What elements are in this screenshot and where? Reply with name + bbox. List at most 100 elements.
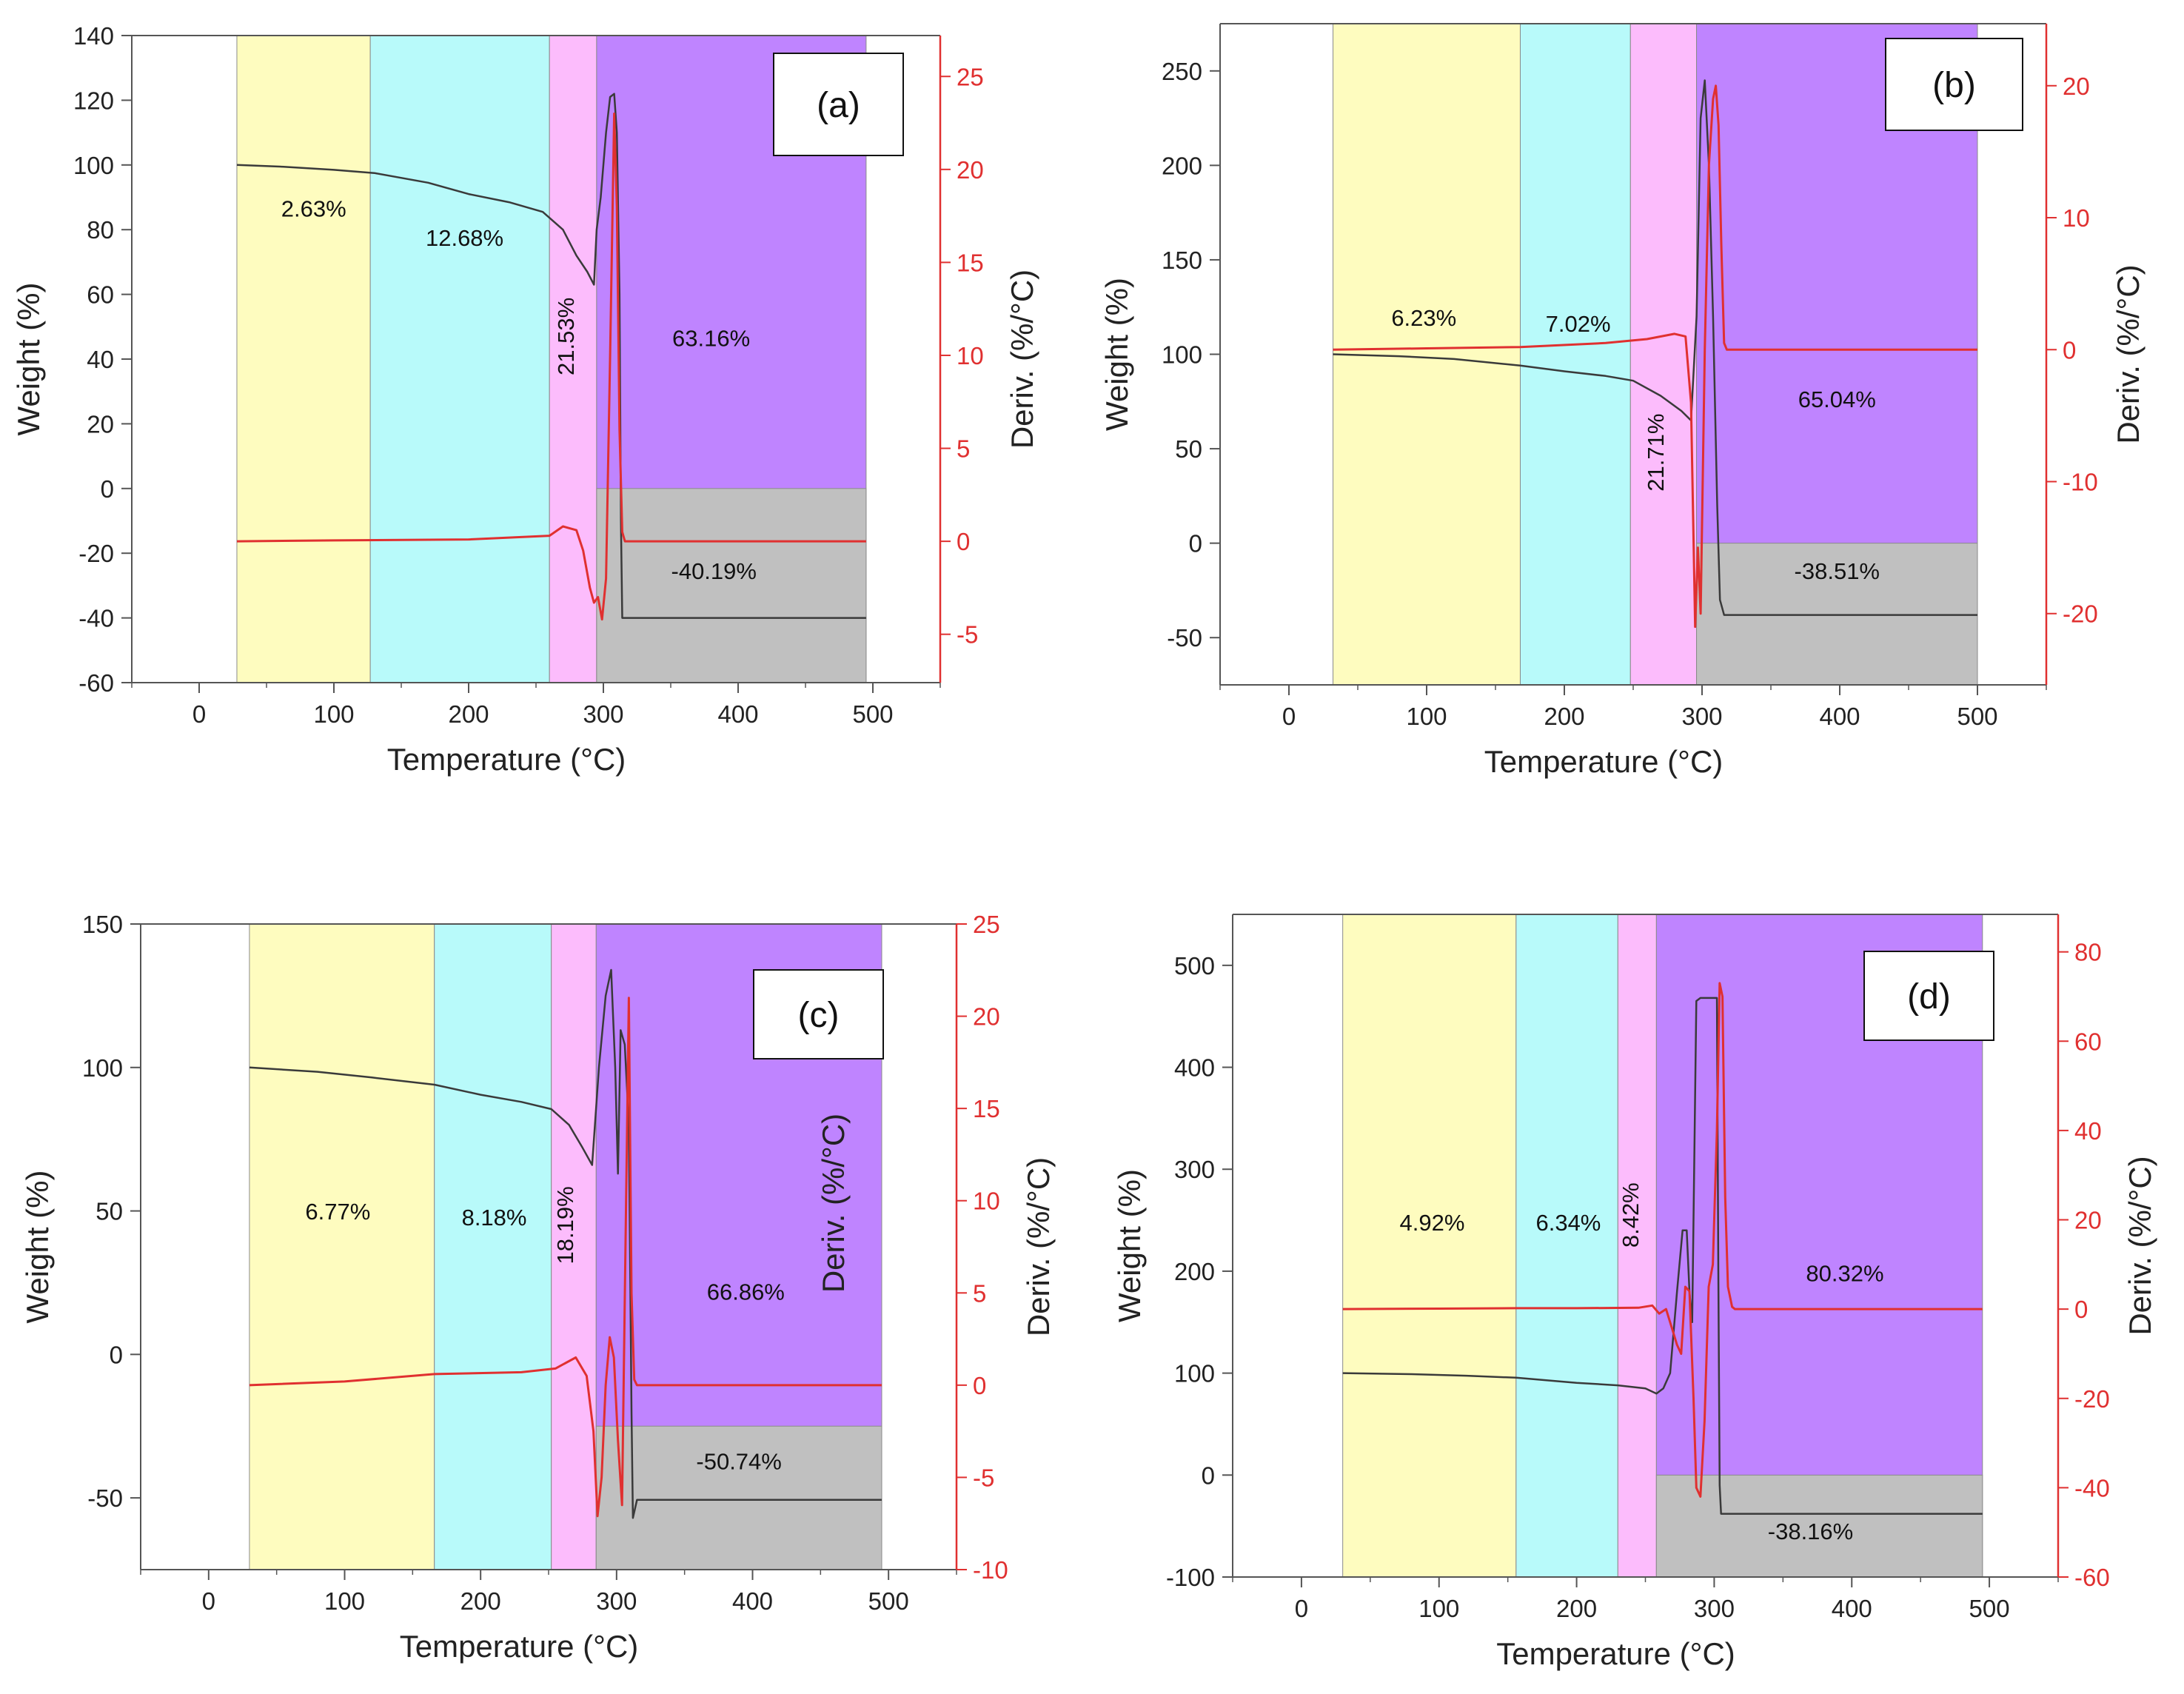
y-axis-title: Weight (%)	[20, 1171, 55, 1324]
y-tick-label: -50	[87, 1484, 123, 1512]
x-tick-label: 200	[1544, 703, 1584, 730]
y-tick-label: 0	[101, 475, 114, 503]
y2-tick-label: -20	[2063, 600, 2098, 628]
band-1	[249, 923, 435, 1570]
y2-tick-label: -10	[2063, 469, 2098, 496]
y-tick-label: 50	[1175, 435, 1202, 463]
band-label-1: 6.77%	[305, 1199, 370, 1225]
band-label-4: 66.86%	[707, 1279, 785, 1305]
band-2	[369, 35, 550, 683]
y2-tick-label: 10	[957, 342, 984, 369]
band-label-4: 80.32%	[1806, 1261, 1883, 1287]
y2-axis-title: Deriv. (%/°C)	[1021, 1157, 1056, 1336]
band-label-4: 63.16%	[672, 326, 750, 352]
weight-series-line	[236, 93, 866, 619]
y2-axis-title: Deriv. (%/°C)	[1005, 270, 1039, 449]
y-tick-label: 150	[82, 911, 123, 938]
y2-tick-label: 20	[973, 1003, 1000, 1031]
panel-label-box	[1885, 38, 2023, 131]
y-tick-label: 120	[73, 87, 114, 114]
band-3	[551, 923, 597, 1570]
panel-c: 0 100 200 300 400 500-50050100150-10-50510152…	[20, 911, 1056, 1664]
x-tick-label: 200	[1556, 1595, 1597, 1622]
y2-tick-label: 80	[2074, 939, 2102, 966]
y-tick-label: 100	[1162, 341, 1202, 369]
y-tick-label: 100	[1174, 1360, 1215, 1387]
x-tick-label: 100	[1406, 703, 1447, 730]
weight-series-line	[1333, 79, 1977, 616]
weight-series-line	[249, 968, 882, 1519]
band-1	[1342, 914, 1517, 1578]
x-tick-label: 0	[1295, 1595, 1308, 1622]
x-tick-label: 400	[732, 1587, 773, 1615]
y-axis-title: Weight (%)	[11, 283, 46, 436]
y-tick-label: 0	[1202, 1462, 1215, 1489]
y-tick-label: 80	[87, 216, 114, 244]
x-tick-label: 400	[717, 700, 758, 728]
deriv-series-line	[1342, 982, 1983, 1498]
y2-tick-label: 20	[957, 156, 984, 184]
panel-label: (a)	[817, 86, 860, 125]
y2-axis-title-overlay: Deriv. (%/°C)	[816, 1114, 851, 1293]
band-2	[1519, 23, 1631, 686]
x-tick-label: 0	[1282, 703, 1296, 730]
y-tick-label: 50	[96, 1198, 123, 1225]
y-axis-title: Weight (%)	[1112, 1169, 1147, 1322]
y2-axis-title: Deriv. (%/°C)	[2111, 264, 2146, 443]
y2-tick-label: -5	[973, 1464, 994, 1491]
y2-axis-title: Deriv. (%/°C)	[2123, 1156, 2157, 1335]
x-tick-label: 500	[1957, 703, 1997, 730]
y2-tick-label: 15	[957, 249, 984, 276]
y-tick-label: 200	[1162, 152, 1202, 179]
x-tick-label: 300	[1694, 1595, 1735, 1622]
band-3	[549, 35, 597, 683]
x-tick-label: 100	[313, 700, 354, 728]
y2-tick-label: 0	[2063, 336, 2076, 364]
y2-tick-label: -20	[2074, 1385, 2110, 1413]
x-tick-label: 100	[1418, 1595, 1459, 1622]
y2-tick-label: 10	[973, 1188, 1000, 1215]
x-tick-label: 200	[460, 1587, 501, 1615]
band-3	[1629, 23, 1698, 686]
residue-label: -38.16%	[1768, 1519, 1853, 1544]
y2-tick-label: -5	[957, 621, 978, 649]
panel-label-box	[753, 969, 884, 1059]
y-tick-label: 400	[1174, 1054, 1215, 1082]
residue-label: -50.74%	[696, 1448, 781, 1474]
y-tick-label: 300	[1174, 1156, 1215, 1183]
y-tick-label: 500	[1174, 952, 1215, 980]
residue-label: -38.51%	[1795, 558, 1880, 584]
y-tick-label: 60	[87, 281, 114, 309]
residue-region	[1696, 543, 1978, 686]
y2-tick-label: -40	[2074, 1474, 2110, 1502]
y2-tick-label: 5	[957, 435, 970, 463]
band-2	[1515, 914, 1618, 1578]
band-label-2: 12.68%	[426, 225, 503, 251]
x-tick-label: 500	[852, 700, 893, 728]
band-label-2: 7.02%	[1546, 311, 1611, 337]
band-label-2: 8.18%	[462, 1205, 527, 1231]
band-1	[236, 35, 371, 683]
band-label-3: 18.19%	[552, 1186, 578, 1264]
y2-tick-label: -60	[2074, 1564, 2110, 1591]
y-tick-label: -60	[78, 669, 114, 697]
y2-tick-label: 20	[2063, 73, 2090, 100]
y2-tick-label: 25	[957, 63, 984, 90]
y-tick-label: 150	[1162, 247, 1202, 274]
y-tick-label: 0	[110, 1341, 123, 1368]
band-2	[434, 923, 552, 1570]
x-tick-label: 200	[448, 700, 489, 728]
panel-a: 0 100 200 300 400 500-60-40-20020406080100120…	[11, 22, 1039, 777]
y2-tick-label: 15	[973, 1095, 1000, 1122]
x-tick-label: 300	[596, 1587, 637, 1615]
band-label-1: 2.63%	[281, 196, 346, 222]
deriv-series-line	[1333, 84, 1977, 629]
x-tick-label: 300	[583, 700, 623, 728]
x-axis-title: Temperature (°C)	[400, 1629, 639, 1664]
band-label-3: 21.53%	[553, 298, 579, 375]
x-tick-label: 100	[324, 1587, 365, 1615]
deriv-series-line	[236, 113, 866, 621]
panel-d: 0 100 200 300 400 500-1000100200300400500-60-…	[1112, 914, 2157, 1671]
residue-region	[596, 488, 867, 683]
